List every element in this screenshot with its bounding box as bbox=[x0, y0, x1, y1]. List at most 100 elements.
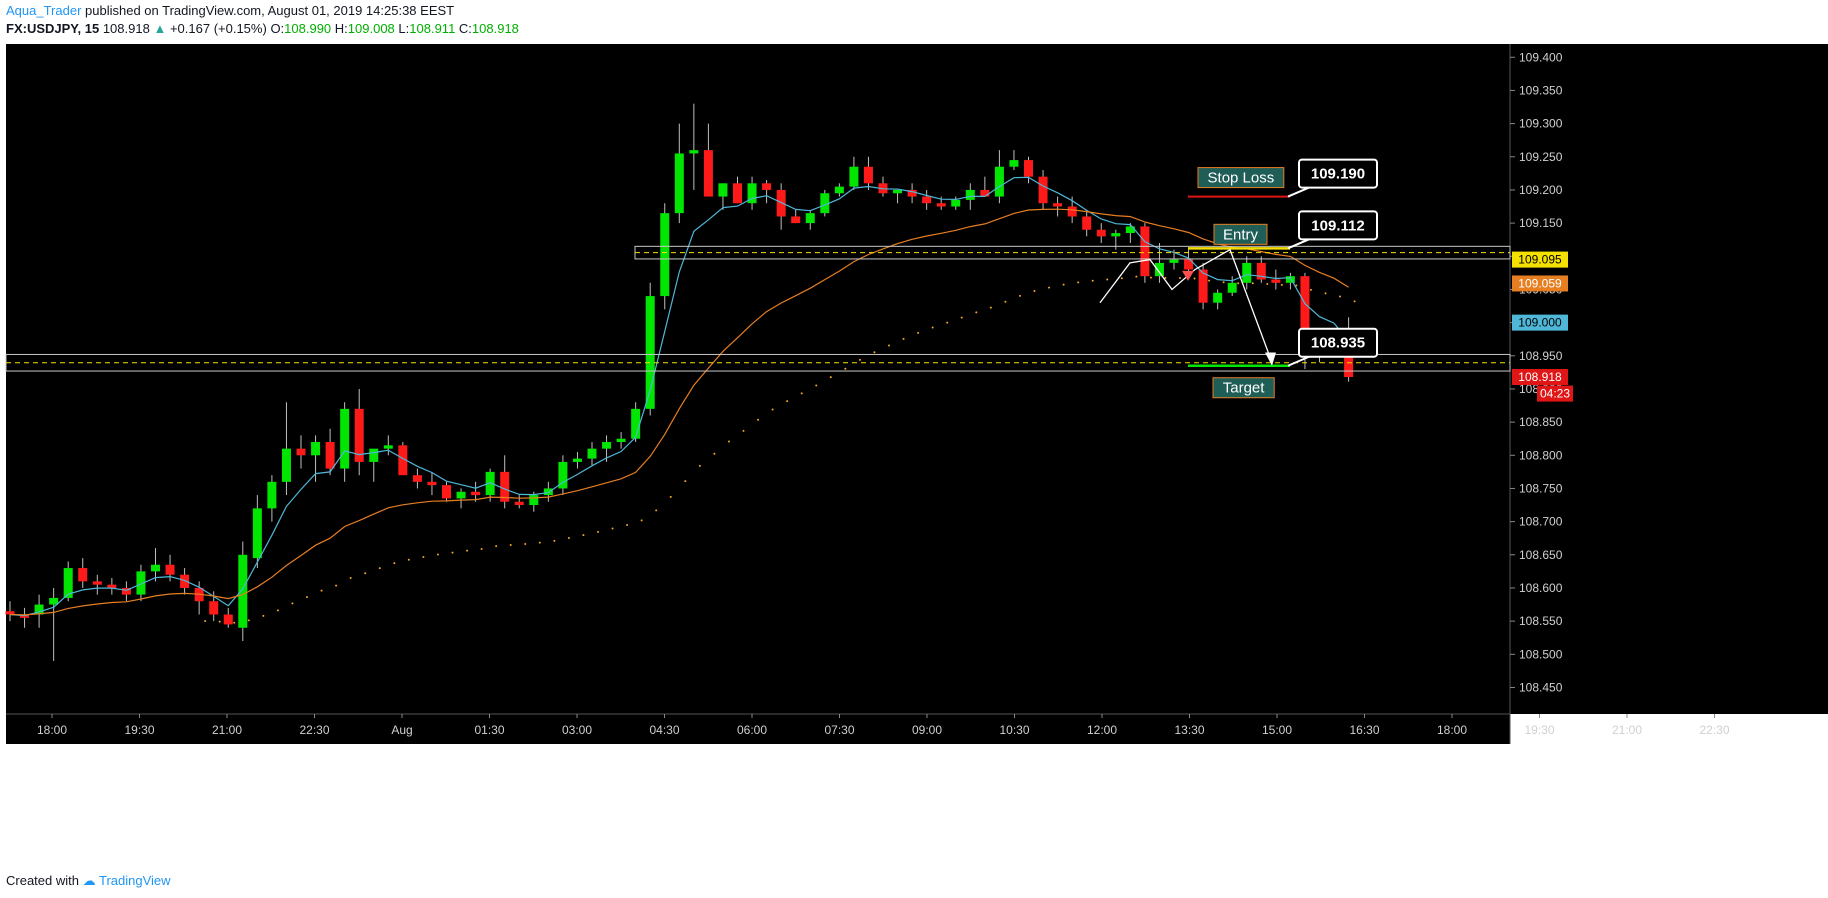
candle-up bbox=[340, 408, 350, 469]
stop-loss-callout-box bbox=[1298, 158, 1378, 189]
entry-callout-box bbox=[1298, 210, 1378, 241]
price-tag-text: 109.059 bbox=[1518, 276, 1562, 290]
sar-dot bbox=[393, 562, 396, 565]
candle-up bbox=[383, 445, 393, 449]
sar-dot bbox=[829, 376, 832, 379]
price-tag-bg bbox=[1512, 314, 1568, 331]
sar-dot bbox=[684, 480, 687, 483]
x-tick-label: 09:00 bbox=[912, 723, 942, 737]
sar-dot bbox=[233, 621, 236, 624]
tradingview-brand-link[interactable]: TradingView bbox=[99, 873, 171, 888]
price-change: +0.167 (+0.15%) bbox=[169, 21, 267, 36]
y-tick-label: 108.600 bbox=[1519, 581, 1563, 595]
stop-loss-callout-pointer bbox=[1287, 186, 1310, 198]
candle-down bbox=[1053, 203, 1063, 207]
high-value: 109.008 bbox=[347, 21, 395, 36]
target-label-box bbox=[1212, 377, 1275, 399]
candle-up bbox=[369, 448, 379, 462]
sar-dot bbox=[960, 316, 963, 319]
y-tick-label: 109.200 bbox=[1519, 183, 1563, 197]
candle-down bbox=[1024, 160, 1033, 177]
entry-label-box bbox=[1213, 223, 1268, 245]
stop-loss-label-text: Stop Loss bbox=[1208, 170, 1275, 187]
y-tick-label: 109.150 bbox=[1519, 216, 1563, 230]
entry-callout-text: 109.112 bbox=[1311, 217, 1364, 234]
sar-dot bbox=[640, 519, 643, 522]
high-label: H: bbox=[334, 21, 348, 36]
candle-down bbox=[209, 601, 219, 615]
candle-up bbox=[674, 153, 684, 214]
created-with-line: Created with ☁ TradingView bbox=[6, 873, 171, 889]
x-tick-label: 13:30 bbox=[1174, 723, 1204, 737]
sar-dot bbox=[757, 418, 760, 421]
sar-dot bbox=[1280, 283, 1283, 286]
time-axis-background bbox=[6, 714, 1510, 744]
tradingview-logo-icon: ☁ bbox=[82, 873, 96, 888]
author-link[interactable]: Aqua_Trader bbox=[6, 3, 82, 18]
sar-dot bbox=[1295, 284, 1298, 287]
candle-down bbox=[442, 485, 451, 499]
x-tick-label: 16:30 bbox=[1349, 723, 1379, 737]
candle-up bbox=[587, 448, 597, 459]
x-tick-label: 18:00 bbox=[37, 723, 67, 737]
ema-slow-line bbox=[9, 208, 1349, 616]
candle-down bbox=[980, 189, 990, 197]
sar-dot bbox=[698, 464, 701, 467]
created-with-text: Created with bbox=[6, 873, 79, 888]
candle-down bbox=[223, 614, 233, 625]
stop-loss-callout-text: 109.190 bbox=[1311, 166, 1365, 183]
candle-down bbox=[762, 183, 772, 190]
candle-down bbox=[92, 581, 102, 585]
candle-up bbox=[1009, 160, 1019, 167]
sar-dot bbox=[1164, 276, 1167, 279]
sar-dot bbox=[626, 524, 629, 527]
candle-up bbox=[602, 442, 612, 449]
candle-up bbox=[558, 461, 568, 489]
candle-up bbox=[151, 564, 160, 572]
candle-up bbox=[805, 213, 815, 224]
sar-dot bbox=[989, 306, 992, 309]
candle-up bbox=[49, 597, 59, 605]
sar-dot bbox=[567, 537, 570, 540]
price-chart[interactable]: 109.400 109.350 109.300 109.250 109.200 109.1… bbox=[0, 44, 1828, 864]
candle-down bbox=[922, 196, 932, 204]
candle-down bbox=[863, 166, 873, 184]
sar-dot bbox=[1135, 275, 1138, 278]
x-tick-label: 21:00 bbox=[212, 723, 242, 737]
sar-dot bbox=[538, 541, 541, 544]
candle-up bbox=[529, 495, 539, 506]
candle-up bbox=[820, 193, 830, 214]
sar-dot bbox=[335, 584, 338, 587]
sar-dot bbox=[247, 619, 250, 622]
price-tag-bg bbox=[1512, 275, 1568, 292]
y-tick-label: 108.700 bbox=[1519, 515, 1563, 529]
target-label-text: Target bbox=[1223, 380, 1266, 397]
candle-down bbox=[1300, 276, 1310, 356]
price-tag-bg bbox=[1512, 251, 1568, 268]
candle-down bbox=[427, 481, 437, 486]
candle-up bbox=[1111, 233, 1121, 237]
candle-down bbox=[412, 475, 422, 482]
sar-dot bbox=[218, 620, 221, 623]
sar-dot bbox=[306, 596, 308, 599]
sar-dot bbox=[509, 543, 512, 546]
price-tag-text: 04:23 bbox=[1540, 387, 1570, 401]
candle-up bbox=[645, 296, 655, 409]
arrow-head-icon bbox=[1265, 352, 1276, 366]
price-tag-text: 109.000 bbox=[1518, 316, 1562, 330]
candle-down bbox=[398, 445, 408, 476]
y-tick-label: 108.850 bbox=[1519, 415, 1563, 429]
sar-dot bbox=[291, 602, 294, 605]
sar-dot bbox=[1033, 289, 1036, 292]
x-tick-label: 15:00 bbox=[1262, 723, 1292, 737]
sar-dot bbox=[407, 558, 410, 561]
candle-up bbox=[267, 481, 277, 509]
candle-down bbox=[107, 584, 117, 588]
candle-down bbox=[5, 611, 15, 615]
sar-dot bbox=[451, 551, 454, 554]
sar-dot bbox=[1193, 277, 1196, 280]
publish-line: Aqua_Trader published on TradingView.com… bbox=[6, 3, 454, 18]
sar-dot bbox=[771, 408, 774, 411]
candle-up bbox=[311, 442, 321, 456]
x-tick-label: 22:30 bbox=[1699, 723, 1729, 737]
